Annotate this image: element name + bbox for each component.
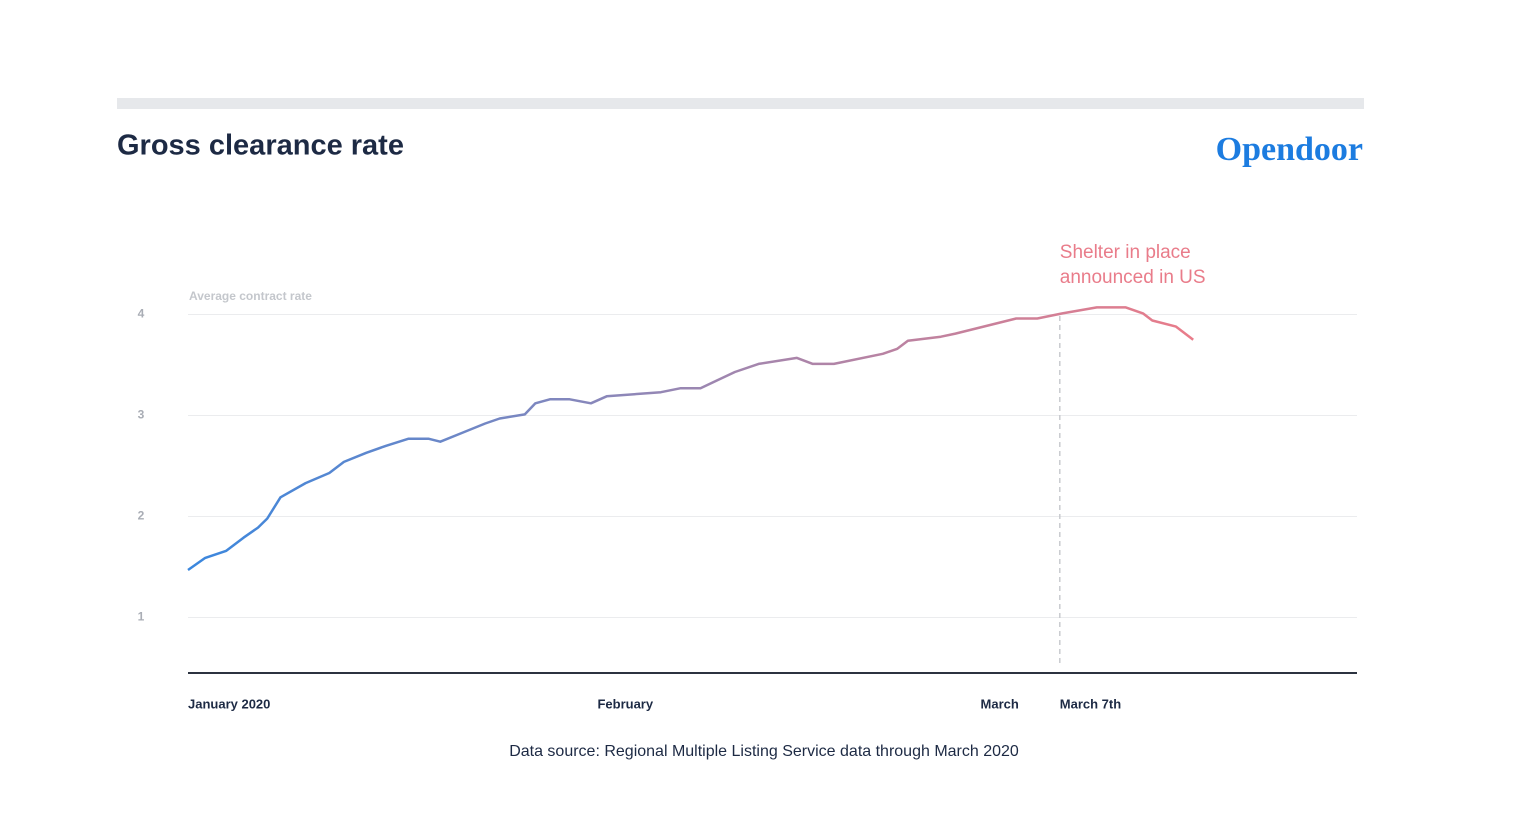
top-bar bbox=[117, 98, 1364, 109]
source-note: Data source: Regional Multiple Listing S… bbox=[509, 743, 1019, 760]
y-axis-label: Average contract rate bbox=[189, 289, 312, 303]
annotation: announced in US bbox=[1060, 267, 1206, 288]
brand-logo: Opendoor bbox=[1216, 131, 1363, 168]
x-tick-label: February bbox=[597, 696, 653, 711]
y-tick-label: 4 bbox=[138, 307, 145, 321]
x-tick-label: March bbox=[981, 696, 1019, 711]
chart-title: Gross clearance rate bbox=[117, 130, 404, 162]
annotation: Shelter in place bbox=[1060, 242, 1191, 263]
y-tick-label: 1 bbox=[138, 610, 145, 624]
data-line bbox=[187, 306, 1194, 572]
x-tick-label: January 2020 bbox=[188, 696, 270, 711]
x-tick-label: March 7th bbox=[1060, 696, 1121, 711]
y-tick-label: 2 bbox=[138, 509, 145, 523]
y-tick-label: 3 bbox=[138, 408, 145, 422]
